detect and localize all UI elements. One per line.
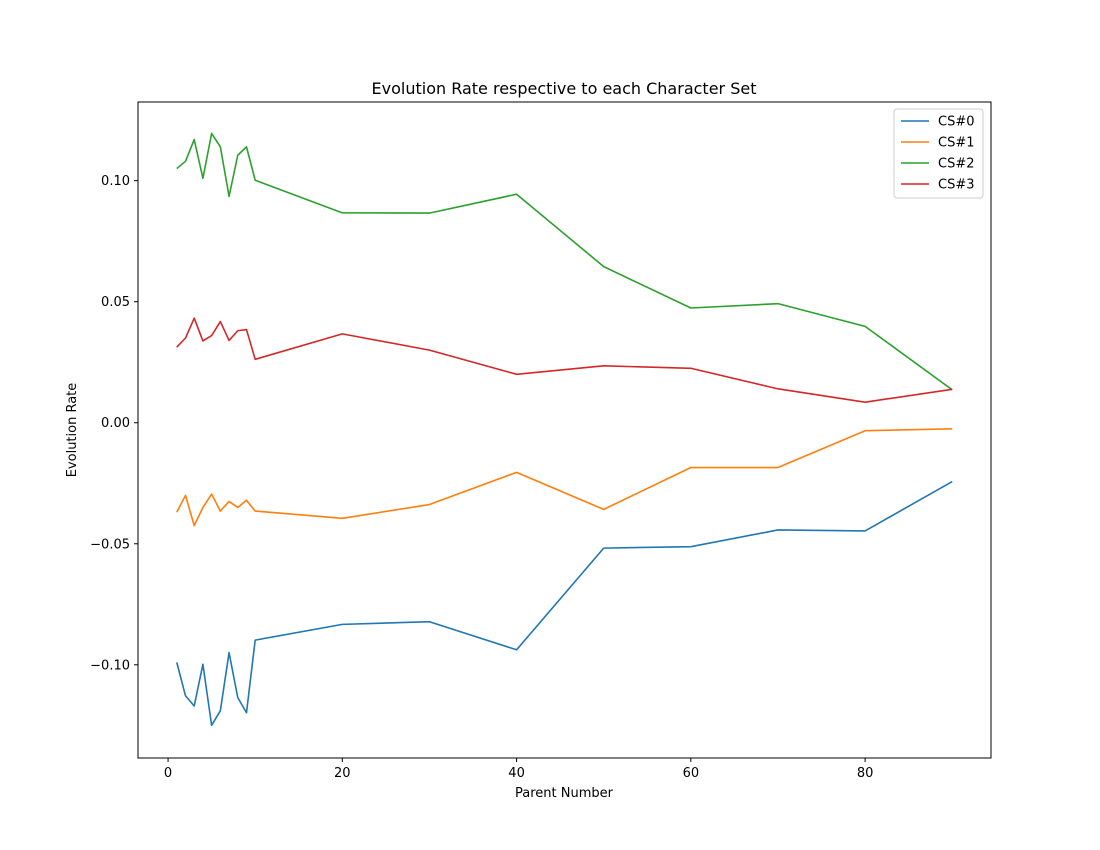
x-axis-label: Parent Number <box>515 786 614 801</box>
y-tick-label: 0.05 <box>101 295 130 310</box>
legend-label: CS#3 <box>938 178 975 193</box>
axes-frame <box>137 101 992 759</box>
y-tick-label: −0.05 <box>90 537 130 552</box>
series-layer <box>175 132 953 727</box>
legend: CS#0 CS#1 CS#2 CS#3 <box>893 108 984 199</box>
x-tick-label: 60 <box>683 766 700 781</box>
legend-label: CS#1 <box>938 136 975 151</box>
chart-title: Evolution Rate respective to each Charac… <box>372 79 757 98</box>
y-axis-label: Evolution Rate <box>65 383 80 478</box>
x-tick-label: 0 <box>164 766 172 781</box>
x-tick-label: 40 <box>508 766 525 781</box>
y-tick-label: −0.10 <box>90 658 130 673</box>
series-line-cs1 <box>176 427 953 527</box>
y-axis-ticks: −0.10 −0.05 0.00 0.05 0.10 <box>90 174 138 673</box>
series-line-cs3 <box>176 317 953 403</box>
series-line-cs0 <box>175 480 953 727</box>
y-tick-label: 0.10 <box>101 174 130 189</box>
x-tick-label: 20 <box>334 766 351 781</box>
series-line-cs2 <box>176 132 953 391</box>
legend-box <box>893 108 984 199</box>
legend-label: CS#0 <box>938 115 975 130</box>
y-tick-label: 0.00 <box>101 416 130 431</box>
x-tick-label: 80 <box>857 766 874 781</box>
legend-label: CS#2 <box>938 157 975 172</box>
x-axis-ticks: 0 20 40 60 80 <box>164 758 873 781</box>
